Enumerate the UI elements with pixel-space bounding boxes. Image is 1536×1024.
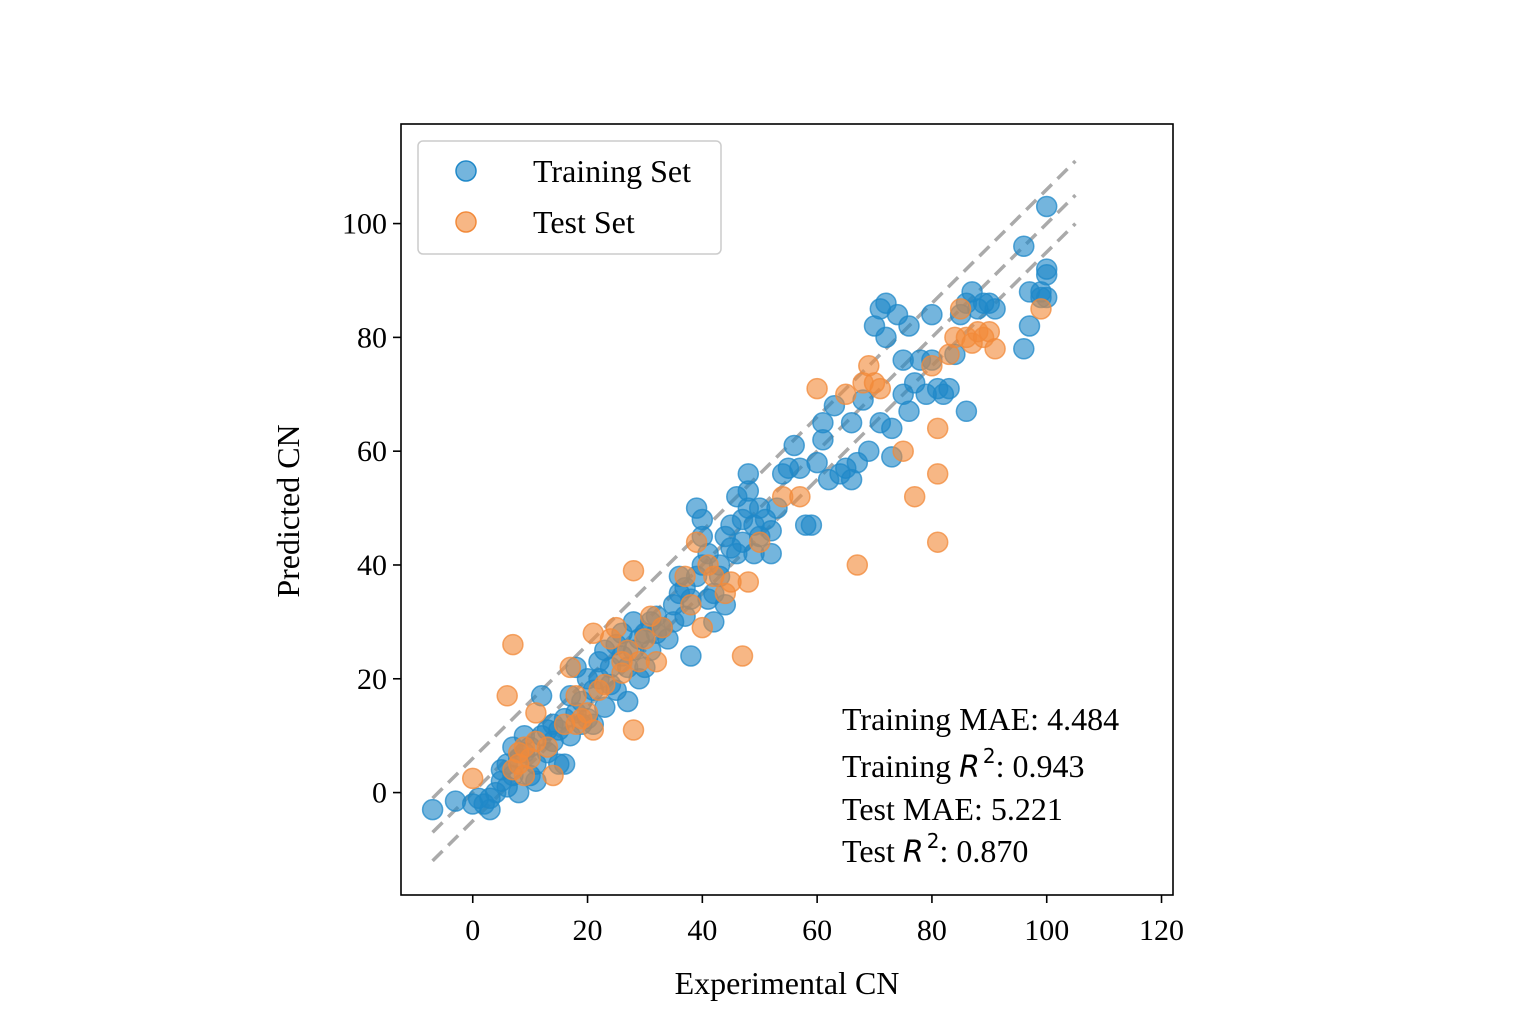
legend: Training Set Test Set	[417, 140, 722, 255]
test-point	[622, 719, 645, 741]
training-point	[680, 645, 702, 667]
test-point	[536, 736, 559, 758]
training-point	[921, 303, 943, 326]
test-point	[869, 377, 892, 400]
test-point	[789, 485, 811, 508]
y-tick-label: 40	[357, 549, 387, 582]
training-point	[616, 690, 639, 713]
training-mae-text: Training MAE: 4.484	[842, 701, 1119, 737]
y-tick-label: 20	[357, 663, 387, 696]
training-point	[1013, 338, 1035, 360]
test-point	[1030, 298, 1052, 320]
training-point	[955, 400, 978, 423]
x-tick-label: 120	[1139, 914, 1184, 947]
test-point	[680, 594, 702, 616]
training-point	[938, 377, 960, 400]
legend-marker-training-set	[455, 160, 477, 182]
test-point	[685, 531, 708, 553]
y-tick-label: 80	[357, 321, 387, 354]
x-tick-label: 100	[1024, 914, 1069, 947]
training-point	[898, 400, 920, 423]
training-point	[1035, 195, 1058, 218]
test-point	[496, 685, 518, 707]
test-point	[645, 650, 668, 673]
test-point	[691, 616, 714, 639]
training-point	[812, 411, 834, 434]
test-point	[748, 531, 771, 553]
test-point	[651, 616, 673, 639]
legend-label-test-set: Test Set	[533, 204, 635, 240]
training-point	[858, 440, 880, 462]
legend-marker-test-set	[455, 211, 477, 233]
test-point	[622, 559, 645, 582]
training-point	[881, 417, 903, 440]
test-point	[542, 764, 564, 787]
training-point	[421, 798, 444, 821]
training-r2-text: Training R 2: 0.943	[842, 744, 1085, 785]
test-point	[461, 767, 484, 790]
axis-ticks: 0 20 40 60 80 100 120 0 20 40 60 80 100	[342, 208, 1184, 947]
test-point	[921, 355, 943, 377]
test-point	[835, 383, 857, 406]
x-axis-label: Experimental CN	[675, 965, 900, 1001]
x-tick-label: 40	[687, 914, 717, 947]
test-point	[565, 685, 587, 707]
training-point	[1018, 315, 1041, 337]
test-mae-text: Test MAE: 5.221	[842, 791, 1063, 827]
test-point	[949, 298, 972, 320]
plot-frame	[400, 123, 1174, 896]
test-point	[926, 463, 949, 485]
test-point	[926, 531, 949, 553]
training-point	[806, 451, 828, 474]
test-point	[926, 417, 949, 440]
test-r2-text: Test R 2: 0.870	[842, 829, 1028, 870]
test-point	[559, 656, 582, 679]
training-point	[783, 434, 805, 457]
training-point	[840, 411, 863, 434]
y-tick-label: 60	[357, 435, 387, 468]
test-point	[605, 616, 627, 639]
test-point	[806, 377, 828, 400]
y-tick-label: 0	[372, 777, 387, 810]
training-point	[1035, 264, 1058, 286]
legend-label-training-set: Training Set	[533, 153, 691, 189]
x-tick-label: 60	[802, 914, 832, 947]
test-point	[582, 719, 605, 741]
x-tick-label: 0	[465, 914, 480, 947]
test-point	[634, 628, 656, 650]
test-point	[674, 565, 696, 588]
x-tick-label: 20	[573, 914, 603, 947]
training-point	[737, 463, 760, 485]
y-tick-label: 100	[342, 208, 387, 241]
test-point	[984, 338, 1006, 360]
legend-box	[417, 140, 722, 255]
test-point	[525, 702, 547, 724]
training-point	[691, 508, 714, 531]
test-point	[892, 440, 914, 462]
training-point	[800, 514, 823, 536]
test-point	[903, 485, 926, 508]
test-point	[846, 554, 869, 576]
training-point	[984, 298, 1006, 320]
test-set-points	[461, 298, 1052, 790]
x-tick-label: 80	[917, 914, 947, 947]
training-point	[875, 326, 897, 349]
training-point	[898, 315, 920, 337]
y-axis-label: Predicted CN	[270, 424, 306, 597]
test-point	[594, 673, 616, 696]
metrics-annotation: Training MAE: 4.484 Training R 2: 0.943 T…	[842, 701, 1119, 870]
test-point	[731, 645, 754, 667]
test-point	[737, 571, 760, 593]
test-point	[502, 633, 524, 656]
training-point	[1013, 235, 1035, 258]
